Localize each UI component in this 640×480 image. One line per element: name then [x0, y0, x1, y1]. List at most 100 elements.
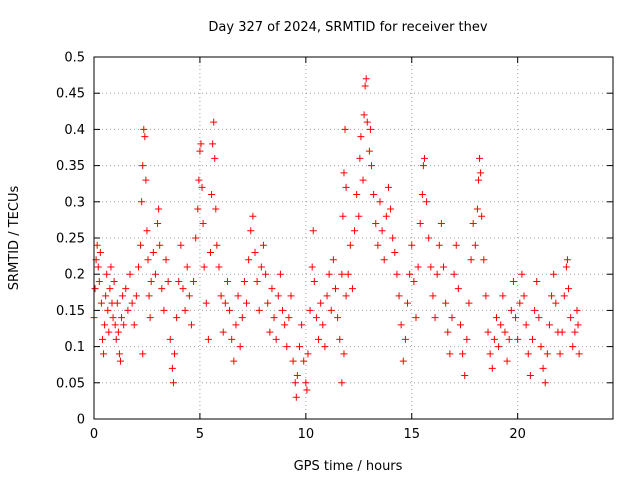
data-point	[533, 277, 541, 285]
data-point	[98, 335, 106, 343]
data-point	[266, 328, 274, 336]
y-tick-label: 0.45	[56, 87, 85, 102]
data-point	[287, 292, 295, 300]
x-axis-label: GPS time / hours	[294, 459, 403, 474]
data-point	[556, 350, 564, 358]
y-tick-label: 0.3	[64, 195, 85, 210]
data-point	[495, 343, 503, 351]
data-point	[397, 321, 405, 329]
data-point	[115, 350, 123, 358]
data-point	[514, 335, 522, 343]
chart-title: Day 327 of 2024, SRMTID for receiver the…	[208, 20, 488, 35]
data-point	[327, 306, 335, 314]
data-point	[562, 263, 570, 271]
data-point	[463, 335, 471, 343]
data-point	[91, 285, 99, 293]
data-point	[276, 270, 284, 278]
data-point	[155, 205, 163, 213]
data-point	[374, 241, 382, 249]
data-point	[120, 321, 128, 329]
data-point	[376, 198, 384, 206]
data-point	[380, 256, 388, 264]
data-point	[100, 350, 108, 358]
data-point	[114, 328, 122, 336]
data-point	[505, 335, 513, 343]
data-point	[461, 372, 469, 380]
data-point	[520, 292, 528, 300]
data-point	[446, 350, 454, 358]
data-point	[356, 154, 364, 162]
data-point	[444, 328, 452, 336]
data-point	[132, 292, 140, 300]
data-point	[361, 82, 369, 90]
data-point	[368, 162, 376, 170]
data-point	[105, 328, 113, 336]
data-point	[106, 285, 114, 293]
data-point	[512, 314, 520, 322]
data-point	[471, 241, 479, 249]
data-point	[202, 299, 210, 307]
data-point	[194, 205, 202, 213]
data-point	[126, 270, 134, 278]
data-point	[215, 263, 223, 271]
data-point	[183, 263, 191, 271]
data-point	[162, 256, 170, 264]
data-point	[119, 292, 127, 300]
data-point	[249, 212, 257, 220]
data-point	[110, 277, 118, 285]
data-point	[221, 299, 229, 307]
x-tick-label: 15	[403, 427, 420, 442]
data-point	[370, 191, 378, 199]
data-point	[341, 125, 349, 133]
y-axis-label: SRMTID / TECUs	[7, 186, 22, 291]
data-point	[387, 205, 395, 213]
plot-frame	[93, 56, 614, 420]
data-point	[574, 321, 582, 329]
data-point	[259, 241, 267, 249]
data-point	[300, 357, 308, 365]
data-point	[401, 335, 409, 343]
data-point	[247, 227, 255, 235]
data-point	[408, 241, 416, 249]
data-point	[452, 241, 460, 249]
data-point	[312, 314, 320, 322]
data-point	[459, 350, 467, 358]
data-point	[365, 147, 373, 155]
data-point	[145, 292, 153, 300]
data-point	[104, 306, 112, 314]
x-tick-label: 10	[298, 427, 315, 442]
data-point	[279, 306, 287, 314]
data-point	[130, 321, 138, 329]
data-point	[234, 292, 242, 300]
data-point	[503, 357, 511, 365]
data-point	[410, 277, 418, 285]
y-tick-label: 0.05	[56, 376, 85, 391]
data-point	[548, 292, 556, 300]
data-point	[440, 263, 448, 271]
data-point	[427, 263, 435, 271]
data-point	[478, 212, 486, 220]
data-point	[211, 154, 219, 162]
data-point	[416, 220, 424, 228]
data-point	[160, 306, 168, 314]
data-point	[435, 241, 443, 249]
data-point	[353, 191, 361, 199]
data-point	[486, 350, 494, 358]
data-point	[197, 140, 205, 148]
data-point	[362, 75, 370, 83]
data-point	[173, 314, 181, 322]
data-point	[236, 343, 244, 351]
data-point	[96, 248, 104, 256]
data-point	[113, 299, 121, 307]
data-point	[319, 321, 327, 329]
data-point	[338, 379, 346, 387]
data-point	[289, 357, 297, 365]
data-point	[355, 212, 363, 220]
data-point	[563, 256, 571, 264]
data-point	[169, 379, 177, 387]
data-point	[437, 220, 445, 228]
data-point	[199, 220, 207, 228]
data-point	[94, 263, 102, 271]
data-point	[363, 118, 371, 126]
data-point	[175, 277, 183, 285]
